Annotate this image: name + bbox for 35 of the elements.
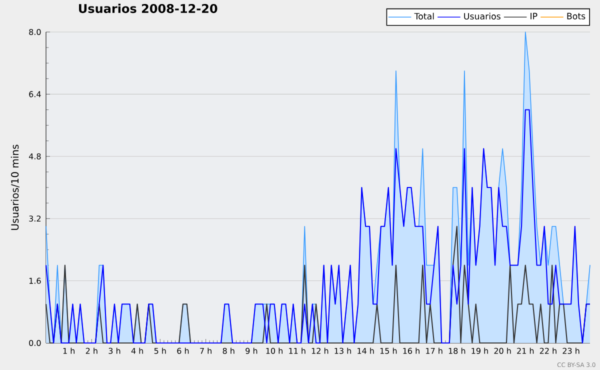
legend-label: Usuarios <box>464 12 500 20</box>
x-tick-label: 4 h <box>131 348 143 354</box>
x-tick-label: 13 h <box>334 348 351 354</box>
x-tick-label: 11 h <box>289 348 306 354</box>
x-tick-label: 19 h <box>472 348 488 354</box>
x-tick-label: 1 h <box>63 348 74 354</box>
y-tick-label: 4.8 <box>28 153 41 160</box>
x-tick-label: 23 h <box>562 348 580 354</box>
x-tick-label: 12 h <box>312 348 328 354</box>
x-tick-label: 15 h <box>380 348 397 354</box>
x-tick-label: 17 h <box>426 348 442 354</box>
legend-label: IP <box>530 12 538 20</box>
y-tick-label: 8.0 <box>29 28 41 36</box>
x-tick-label: 10 h <box>266 348 282 354</box>
x-tick-label: 3 h <box>108 348 120 354</box>
x-tick-label: 2 h <box>86 348 98 354</box>
x-tick-label: 6 h <box>177 348 189 354</box>
legend-label: Bots <box>567 12 586 20</box>
chart-title: Usuarios 2008-12-20 <box>79 4 218 14</box>
x-tick-label: 14 h <box>358 348 374 354</box>
x-tick-label: 9 h <box>246 348 258 354</box>
y-tick-label: 0.0 <box>29 340 41 346</box>
x-tick-label: 20 h <box>494 348 511 354</box>
x-tick-label: 5 h <box>154 348 166 354</box>
y-tick-label: 1.6 <box>29 278 41 284</box>
y-tick-label: 3.2 <box>29 216 40 222</box>
legend-label: Total <box>414 12 434 20</box>
x-tick-label: 21 h <box>517 348 534 354</box>
x-tick-label: 8 h <box>222 348 234 354</box>
x-tick-label: 16 h <box>403 348 420 354</box>
x-tick-label: 22 h <box>540 348 556 354</box>
y-tick-label: 6.4 <box>29 91 41 98</box>
y-axis-title: Usuarios/10 mins <box>10 144 20 230</box>
x-tick-label: 7 h <box>200 348 212 354</box>
x-tick-label: 18 h <box>448 348 466 354</box>
